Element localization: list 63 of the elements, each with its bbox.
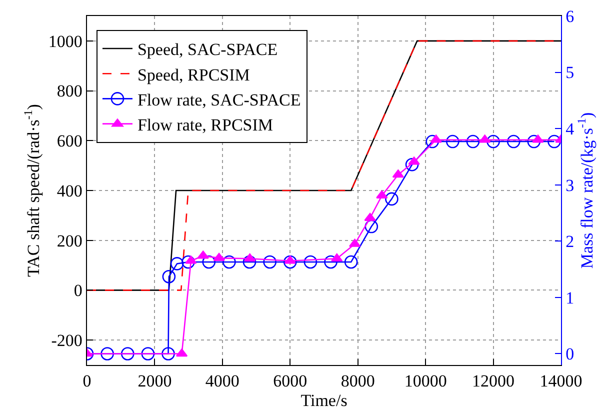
x-tick-label: 12000 [472,372,515,391]
point [430,134,442,143]
y2-tick-label: 6 [566,6,574,26]
y-tick-label: -200 [51,331,82,350]
y2-tick-label: 0 [566,344,574,364]
y2-tick-label: 5 [566,63,574,82]
point [486,134,500,148]
point [197,250,209,259]
legend-label: Flow rate, SAC-SPACE [137,90,301,110]
point [162,347,175,360]
point [385,192,398,206]
point [170,257,184,270]
point [324,255,338,269]
point [182,255,195,269]
point [408,156,420,165]
point [405,158,419,172]
point [466,134,480,148]
y2-tick-label: 2 [566,232,574,252]
point [185,256,197,264]
legend-label: Speed, SAC-SPACE [137,40,278,60]
point [331,253,343,262]
legend-label: Flow rate, RPCSIM [137,115,274,134]
point [364,220,378,234]
point [242,255,256,269]
point [548,134,561,148]
point [283,255,297,269]
point [527,134,541,148]
y-tick-label: 600 [56,132,82,151]
y-tick-label: 200 [56,231,82,250]
x-axis-title: Time/s [300,390,348,410]
point [244,253,256,262]
y-tick-label: 0 [74,281,82,300]
x-tick-label: 14000 [540,372,582,391]
y-tick-label: 400 [56,181,82,200]
point [202,255,216,269]
point [426,134,439,148]
point [100,347,114,360]
point [120,347,134,360]
y-tick-label: 1000 [48,32,82,51]
y2-tick-label: 1 [566,288,574,308]
point [162,270,176,284]
point [532,134,544,143]
point [222,255,236,269]
y2-tick-label: 3 [566,176,574,195]
y-tick-label: 800 [56,82,82,101]
x-tick-label: 2000 [138,372,172,391]
point [392,170,404,178]
point [263,255,276,269]
x-tick-label: 4000 [205,372,240,391]
legend-label: Speed, RPCSIM [137,65,250,84]
point [284,256,296,264]
point [213,252,225,261]
point [506,134,520,148]
x-tick-label: 8000 [340,372,375,391]
point [344,255,358,269]
x-tick-label: 10000 [404,372,447,391]
point [446,134,460,148]
point [376,190,388,198]
point [141,347,155,360]
point [364,212,376,221]
point [304,255,318,269]
y2-tick-label: 4 [566,120,575,139]
x-tick-label: 6000 [273,372,308,391]
